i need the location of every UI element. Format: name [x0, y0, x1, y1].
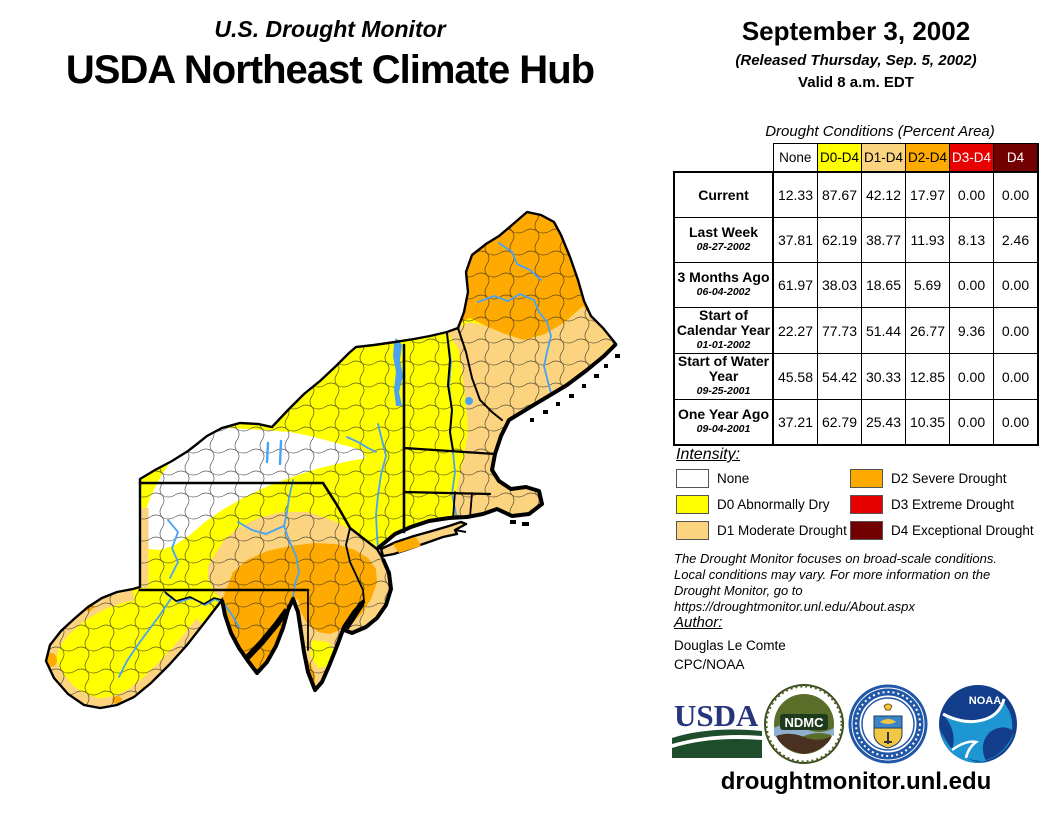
ndmc-logo: NDMC — [764, 684, 844, 764]
page-title: USDA Northeast Climate Hub — [65, 48, 595, 92]
author-org: CPC/NOAA — [674, 657, 745, 672]
release-date: (Released Thursday, Sep. 5, 2002) — [735, 52, 977, 69]
col-header-d4: D4 — [993, 143, 1039, 173]
table-row: One Year Ago 09-04-2001 37.21 62.79 25.43… — [673, 399, 1039, 446]
none-swatch — [676, 469, 709, 488]
d3-swatch — [850, 495, 883, 514]
usda-logo-text: USDA — [674, 698, 759, 733]
lake-winnipesaukee — [465, 397, 473, 405]
state-borders — [138, 327, 503, 651]
potomac-estuary-water — [243, 608, 290, 662]
table-row: Start of Calendar Year 01-01-2002 22.27 7… — [673, 307, 1039, 354]
author-heading: Author: — [674, 614, 723, 631]
table-header-row: None D0-D4 D1-D4 D2-D4 D3-D4 D4 — [674, 143, 1039, 173]
d1-swatch — [676, 521, 709, 540]
legend-title: Intensity: — [676, 446, 741, 463]
table-caption: Drought Conditions (Percent Area) — [765, 123, 995, 140]
lake-champlain — [393, 338, 403, 406]
coastal-islands — [510, 354, 620, 526]
county-boundaries — [46, 212, 616, 708]
table-row: Current 12.33 87.67 42.12 17.97 0.00 0.0… — [673, 171, 1039, 218]
report-title: U.S. Drought Monitor — [214, 16, 446, 42]
col-header-d2d4: D2-D4 — [905, 143, 950, 173]
table-row: 3 Months Ago 06-04-2002 61.97 38.03 18.65… — [673, 262, 1039, 308]
col-header-d3d4: D3-D4 — [949, 143, 994, 173]
rivers — [118, 242, 552, 678]
drought-conditions-table: None D0-D4 D1-D4 D2-D4 D3-D4 D4 Current … — [673, 143, 1039, 446]
author-name: Douglas Le Comte — [674, 638, 786, 653]
col-header-d0d4: D0-D4 — [817, 143, 862, 173]
map-date: September 3, 2002 — [741, 16, 971, 46]
long-island — [379, 520, 468, 558]
table-row: Start of Water Year 09-25-2001 45.58 54.4… — [673, 353, 1039, 400]
d4-swatch — [850, 521, 883, 540]
d2-swatch — [850, 469, 883, 488]
disclaimer-text: The Drought Monitor focuses on broad-sca… — [674, 551, 998, 614]
table-row: Last Week 08-27-2002 37.81 62.19 38.77 11… — [673, 217, 1039, 263]
coastline — [220, 342, 618, 692]
drought-map — [25, 135, 670, 795]
noaa-logo: NOAA — [938, 684, 1018, 764]
table-corner-cell — [674, 143, 773, 172]
col-header-d1d4: D1-D4 — [861, 143, 906, 173]
valid-time: Valid 8 a.m. EDT — [798, 74, 914, 91]
col-header-none: None — [772, 143, 818, 173]
d0-swatch — [676, 495, 709, 514]
usda-logo: USDA — [670, 698, 764, 760]
footer-url[interactable]: droughtmonitor.unl.edu — [720, 768, 992, 795]
commerce-seal-logo — [848, 684, 928, 764]
noaa-logo-text: NOAA — [969, 695, 1001, 707]
ndmc-logo-text: NDMC — [785, 715, 825, 730]
